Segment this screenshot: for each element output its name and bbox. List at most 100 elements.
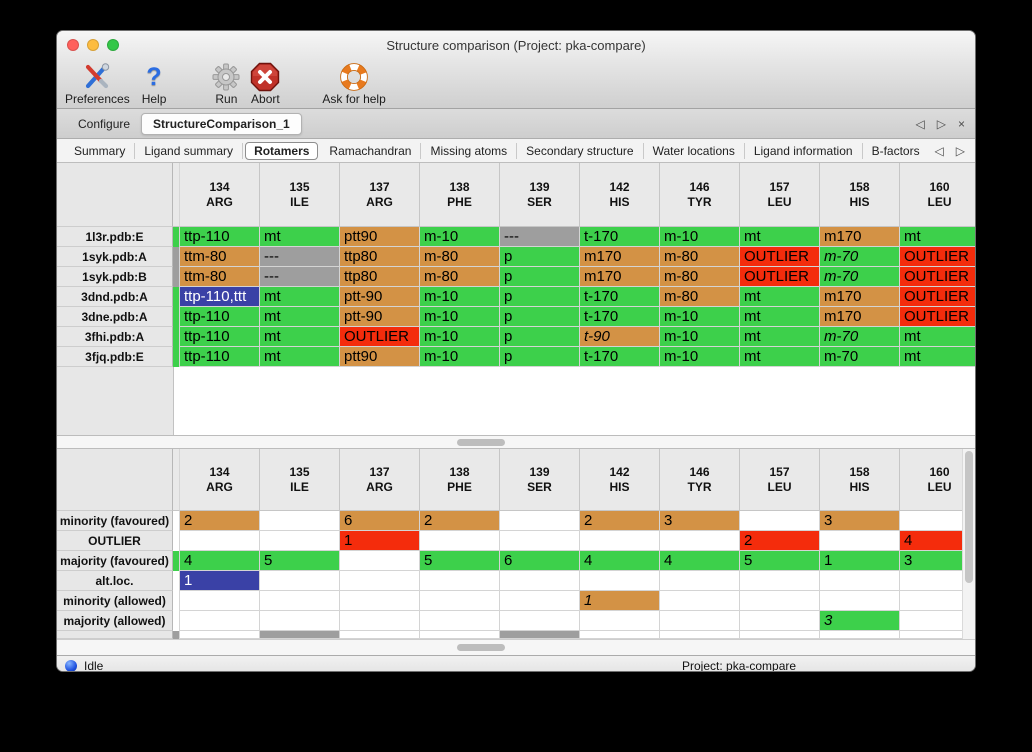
help-button[interactable]: ? Help [142,61,167,107]
table-cell[interactable]: m-10 [420,327,500,347]
table-cell[interactable]: ttp-110 [180,227,260,247]
table-cell[interactable]: mt [260,287,340,307]
table-cell[interactable] [740,571,820,591]
table-cell[interactable]: p [500,267,580,287]
subtab-ligand-information[interactable]: Ligand information [745,142,863,159]
ask-for-help-button[interactable]: Ask for help [322,61,386,106]
table-cell[interactable]: m-70 [820,347,900,367]
table-cell[interactable]: mt [740,347,820,367]
close-window-button[interactable] [67,39,79,51]
table-cell[interactable]: m-70 [820,247,900,267]
prev-tab-icon[interactable]: ◁ [915,116,925,131]
table-cell[interactable]: m-10 [420,227,500,247]
table-cell[interactable]: m170 [820,287,900,307]
table-cell[interactable]: m170 [580,267,660,287]
table-cell[interactable]: m-80 [660,267,740,287]
table-cell[interactable]: ttp-110 [180,347,260,367]
abort-button[interactable]: Abort [250,61,280,106]
table-cell[interactable] [740,511,820,531]
selected-cell[interactable]: 1 [180,571,260,591]
table-cell[interactable]: m-70 [820,267,900,287]
table-cell[interactable]: t-170 [580,227,660,247]
subtab-ligand-summary[interactable]: Ligand summary [135,142,244,159]
table-cell[interactable]: OUTLIER [900,267,975,287]
table-cell[interactable]: m-10 [660,227,740,247]
table-cell[interactable]: 4 [580,551,660,571]
table-cell[interactable] [900,611,975,631]
splitter-handle[interactable] [457,439,505,446]
table-cell[interactable]: 6 [340,511,420,531]
table-cell[interactable]: m-10 [660,327,740,347]
table-cell[interactable]: 5 [420,551,500,571]
table-cell[interactable]: 3 [900,551,975,571]
table-cell[interactable]: OUTLIER [900,307,975,327]
table-cell[interactable]: 3 [820,511,900,531]
table-cell[interactable]: 4 [900,531,975,551]
tab-configure[interactable]: Configure [78,116,131,131]
table-cell[interactable] [500,591,580,611]
table-cell[interactable]: mt [740,327,820,347]
vertical-scrollbar[interactable] [962,449,975,639]
table-cell[interactable]: m170 [820,227,900,247]
table-cell[interactable]: mt [260,227,340,247]
table-cell[interactable] [260,611,340,631]
table-cell[interactable] [500,531,580,551]
subtab-b-factors[interactable]: B-factors [871,143,920,158]
table-cell[interactable]: ttm-80 [180,247,260,267]
table-cell[interactable] [500,611,580,631]
subtab-ramachandran[interactable]: Ramachandran [320,142,422,159]
table-cell[interactable]: OUTLIER [740,267,820,287]
table-cell[interactable] [420,571,500,591]
table-cell[interactable]: OUTLIER [900,287,975,307]
tab-structurecomparison_1[interactable]: StructureComparison_1 [141,112,302,135]
table-cell[interactable]: m-70 [820,327,900,347]
preferences-button[interactable]: Preferences [65,61,130,106]
table-cell[interactable]: mt [740,287,820,307]
table-cell[interactable]: m-80 [420,247,500,267]
table-cell[interactable]: 2 [180,511,260,531]
table-cell[interactable]: mt [260,307,340,327]
table-cell[interactable] [900,511,975,531]
table-cell[interactable]: ptt-90 [340,307,420,327]
table-cell[interactable]: --- [260,247,340,267]
table-cell[interactable]: m-10 [420,347,500,367]
zoom-window-button[interactable] [107,39,119,51]
table-cell[interactable]: --- [260,267,340,287]
table-cell[interactable]: t-170 [580,347,660,367]
table-cell[interactable]: mt [260,347,340,367]
table-cell[interactable] [500,511,580,531]
subtab-rotamers[interactable]: Rotamers [245,141,319,160]
table-cell[interactable] [260,591,340,611]
table-cell[interactable]: 3 [660,511,740,531]
table-cell[interactable]: ttp80 [340,267,420,287]
table-cell[interactable]: 3 [820,611,900,631]
table-cell[interactable]: 2 [740,531,820,551]
table-cell[interactable]: m-10 [420,307,500,327]
table-cell[interactable]: --- [500,227,580,247]
subtab-missing-atoms[interactable]: Missing atoms [421,142,518,159]
table-cell[interactable]: OUTLIER [900,247,975,267]
table-cell[interactable]: 5 [260,551,340,571]
table-cell[interactable]: 1 [340,531,420,551]
table-cell[interactable]: m-80 [660,247,740,267]
table-cell[interactable]: 1 [580,591,660,611]
table-cell[interactable]: mt [900,327,975,347]
table-cell[interactable]: ttp80 [340,247,420,267]
table-cell[interactable]: 2 [580,511,660,531]
table-cell[interactable] [260,531,340,551]
table-cell[interactable] [500,571,580,591]
table-cell[interactable]: 6 [500,551,580,571]
table-cell[interactable] [820,531,900,551]
table-cell[interactable] [820,591,900,611]
table-cell[interactable]: m-10 [660,307,740,327]
table-cell[interactable]: m-10 [660,347,740,367]
table-cell[interactable]: p [500,347,580,367]
table-cell[interactable] [660,591,740,611]
subtab-secondary-structure[interactable]: Secondary structure [517,142,644,159]
table-cell[interactable]: mt [900,347,975,367]
table-cell[interactable] [340,571,420,591]
table-cell[interactable]: mt [740,307,820,327]
next-tab-icon[interactable]: ▷ [936,116,946,131]
table-cell[interactable] [180,591,260,611]
table-cell[interactable]: m170 [580,247,660,267]
